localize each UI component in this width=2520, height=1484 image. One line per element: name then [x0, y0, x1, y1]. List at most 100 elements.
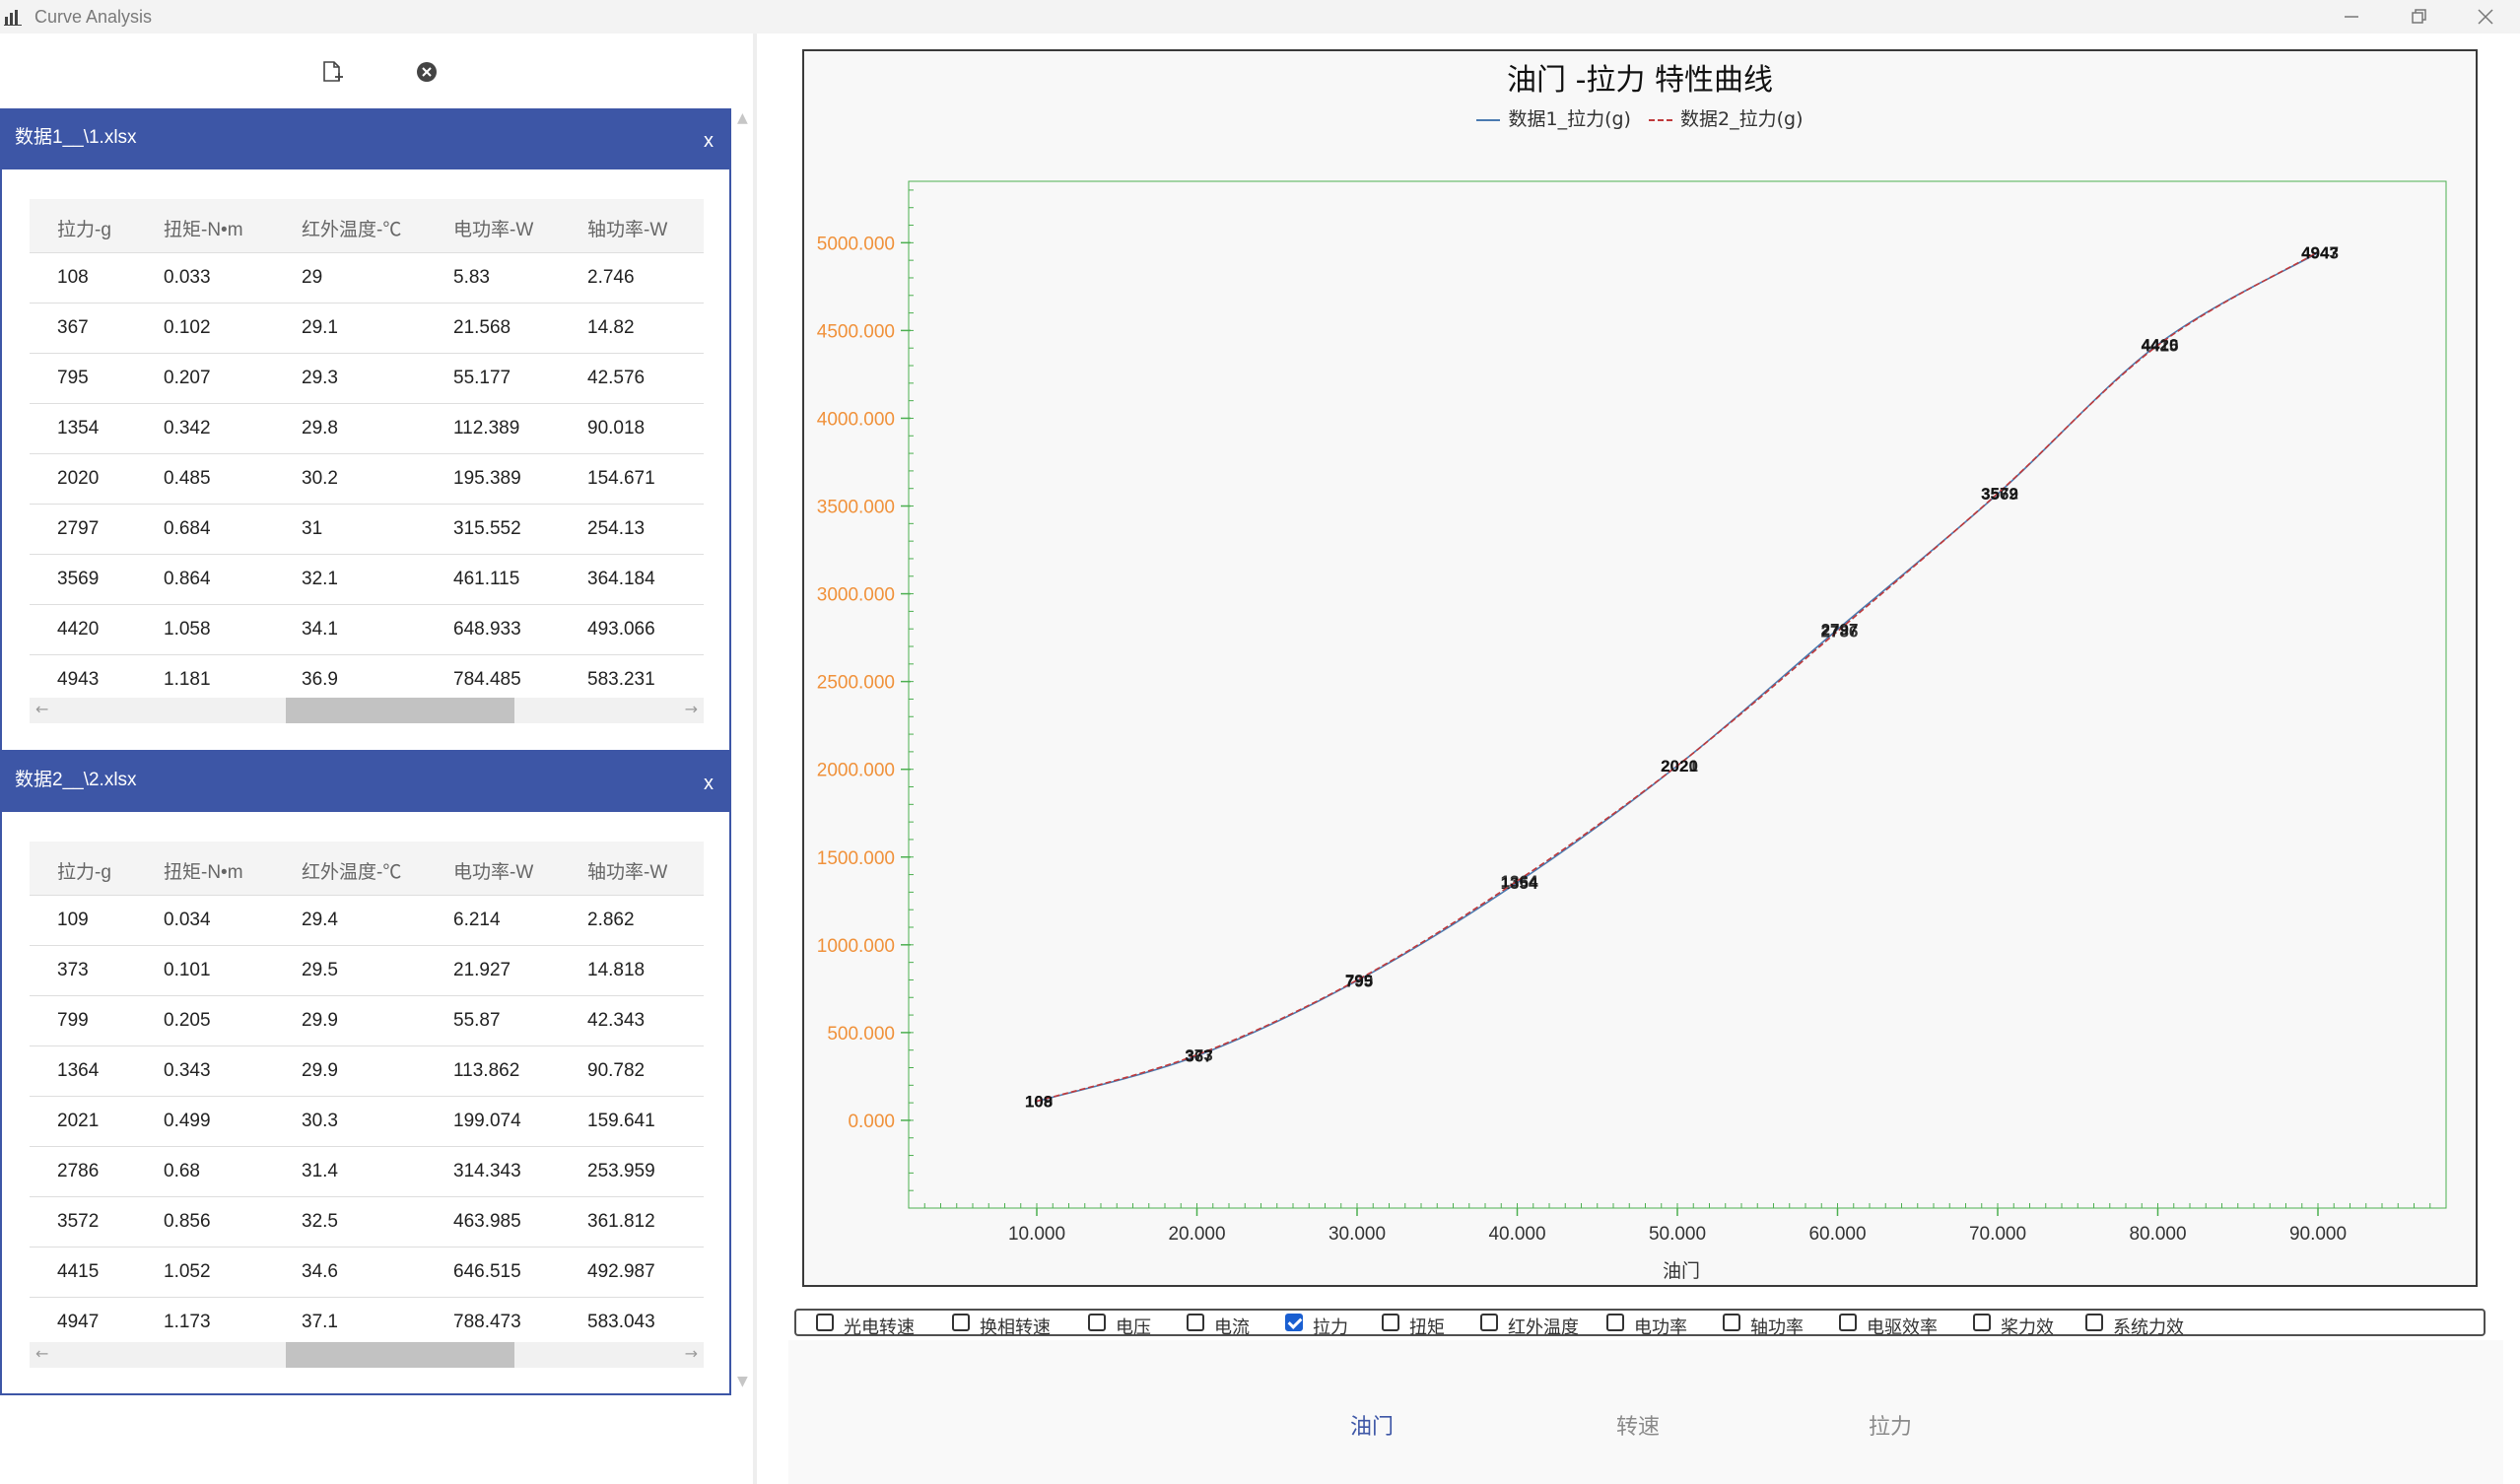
checkbox-label: 光电转速	[844, 1317, 915, 1338]
checkbox-unchecked-icon[interactable]	[1187, 1314, 1204, 1331]
table-row[interactable]: 2797 0.684 31 315.552 254.13	[30, 505, 704, 555]
y-tick-label: 0.000	[848, 1112, 895, 1132]
panel-file-title: 数据1__\1.xlsx	[15, 127, 137, 148]
table-row[interactable]: 795 0.207 29.3 55.177 42.576	[30, 354, 704, 404]
y-tick-label: 2500.000	[817, 673, 895, 694]
restore-button[interactable]	[2385, 0, 2452, 34]
checkbox-unchecked-icon[interactable]	[1973, 1314, 1991, 1331]
column-header[interactable]: 扭矩-N•m	[164, 862, 243, 883]
table-cell: 254.13	[587, 518, 646, 539]
table-row[interactable]: 109 0.034 29.4 6.214 2.862	[30, 896, 704, 946]
close-window-button[interactable]	[2452, 0, 2519, 34]
table-cell: 0.343	[164, 1060, 211, 1081]
table-row[interactable]: 3569 0.864 32.1 461.115 364.184	[30, 555, 704, 605]
scroll-down-arrow[interactable]: ▼	[737, 1374, 748, 1389]
axis-tab-bar: 油门 转速 拉力	[788, 1340, 2503, 1484]
table-row[interactable]: 2021 0.499 30.3 199.074 159.641	[30, 1097, 704, 1147]
table-cell: 373	[57, 960, 89, 980]
table-cell: 795	[57, 368, 89, 388]
table-cell: 4947	[57, 1312, 100, 1332]
column-header[interactable]: 拉力-g	[57, 220, 111, 240]
panel-close-button[interactable]: x	[704, 773, 714, 794]
scrollbar-thumb[interactable]	[286, 1342, 514, 1368]
table-cell: 315.552	[453, 518, 521, 539]
column-header[interactable]: 电功率-W	[453, 862, 534, 883]
close-circle-icon[interactable]	[414, 59, 440, 85]
table-cell: 2786	[57, 1161, 100, 1181]
checkbox-unchecked-icon[interactable]	[816, 1314, 834, 1331]
table-row[interactable]: 799 0.205 29.9 55.87 42.343	[30, 996, 704, 1046]
panel-close-button[interactable]: x	[704, 130, 714, 152]
table-cell: 784.485	[453, 669, 521, 690]
checkbox-label: 电驱效率	[1867, 1317, 1938, 1338]
tab-thrust[interactable]: 拉力	[1869, 1415, 1913, 1440]
table-row[interactable]: 2020 0.485 30.2 195.389 154.671	[30, 454, 704, 505]
scroll-right-arrow[interactable]: →	[684, 700, 698, 718]
table-row[interactable]: 373 0.101 29.5 21.927 14.818	[30, 946, 704, 996]
table-row[interactable]: 3572 0.856 32.5 463.985 361.812	[30, 1197, 704, 1248]
checkbox-unchecked-icon[interactable]	[1480, 1314, 1498, 1331]
x-tick-label: 90.000	[2289, 1224, 2347, 1245]
checkbox-unchecked-icon[interactable]	[1606, 1314, 1624, 1331]
table-cell: 648.933	[453, 619, 521, 640]
column-header[interactable]: 轴功率-W	[587, 862, 668, 883]
table-row[interactable]: 4420 1.058 34.1 648.933 493.066	[30, 605, 704, 655]
table-cell: 31	[302, 518, 323, 539]
horizontal-scrollbar[interactable]: ← →	[30, 698, 704, 723]
scroll-up-arrow[interactable]: ▲	[737, 110, 748, 126]
checkbox-label: 系统力效	[2113, 1317, 2184, 1338]
series-line-2	[1036, 251, 2319, 1103]
restore-icon	[2412, 9, 2426, 24]
title-bar: Curve Analysis	[0, 0, 2520, 34]
table-row[interactable]: 1364 0.343 29.9 113.862 90.782	[30, 1046, 704, 1097]
window-title: Curve Analysis	[34, 7, 153, 27]
y-tick-label: 3000.000	[817, 585, 895, 606]
y-tick-label: 5000.000	[817, 234, 895, 254]
horizontal-scrollbar[interactable]: ← →	[30, 1342, 704, 1368]
column-header[interactable]: 轴功率-W	[587, 220, 668, 240]
table-row[interactable]: 1354 0.342 29.8 112.389 90.018	[30, 404, 704, 454]
data-label: 4415	[2142, 337, 2179, 356]
checkbox-unchecked-icon[interactable]	[952, 1314, 970, 1331]
tab-throttle[interactable]: 油门	[1350, 1415, 1395, 1440]
table-row[interactable]: 4947 1.173 37.1 788.473 583.043	[30, 1298, 704, 1348]
add-file-icon[interactable]	[319, 59, 345, 85]
table-cell: 1364	[57, 1060, 100, 1081]
scroll-left-arrow[interactable]: ←	[35, 700, 49, 718]
table-cell: 0.856	[164, 1211, 211, 1232]
column-header[interactable]: 扭矩-N•m	[164, 220, 243, 240]
chart-frame: 油门 -拉力 特性曲线 数据1_拉力(g) 数据2_拉力(g) 0.000 500…	[802, 49, 2478, 1287]
x-axis-label: 油门	[1663, 1260, 1700, 1282]
column-header[interactable]: 红外温度-℃	[302, 862, 402, 883]
checkbox-unchecked-icon[interactable]	[2085, 1314, 2103, 1331]
column-header[interactable]: 红外温度-℃	[302, 220, 402, 240]
column-header[interactable]: 电功率-W	[453, 220, 534, 240]
data-label: 795	[1345, 972, 1373, 990]
table-row[interactable]: 367 0.102 29.1 21.568 14.82	[30, 304, 704, 354]
tab-speed[interactable]: 转速	[1616, 1415, 1661, 1440]
data-label: 108	[1025, 1093, 1053, 1112]
checkbox-unchecked-icon[interactable]	[1088, 1314, 1106, 1331]
data-label: 109	[1025, 1093, 1053, 1112]
table-row[interactable]: 2786 0.68 31.4 314.343 253.959	[30, 1147, 704, 1197]
table-row[interactable]: 4415 1.052 34.6 646.515 492.987	[30, 1248, 704, 1298]
pane-splitter[interactable]	[753, 34, 757, 1484]
table-cell: 2020	[57, 468, 100, 489]
table-cell: 0.033	[164, 267, 211, 288]
table-cell: 55.177	[453, 368, 511, 388]
scrollbar-thumb[interactable]	[286, 698, 514, 723]
checkbox-unchecked-icon[interactable]	[1723, 1314, 1740, 1331]
table-cell: 6.214	[453, 910, 501, 930]
scroll-left-arrow[interactable]: ←	[35, 1344, 49, 1363]
scroll-right-arrow[interactable]: →	[684, 1344, 698, 1363]
minimize-button[interactable]	[2318, 0, 2385, 34]
panel-header: 数据1__\1.xlsx x	[2, 110, 729, 169]
checkbox-unchecked-icon[interactable]	[1382, 1314, 1399, 1331]
column-header[interactable]: 拉力-g	[57, 862, 111, 883]
checkbox-unchecked-icon[interactable]	[1839, 1314, 1857, 1331]
checkbox-label: 换相转速	[980, 1317, 1051, 1338]
checkbox-checked-icon[interactable]	[1285, 1314, 1303, 1331]
table-row[interactable]: 108 0.033 29 5.83 2.746	[30, 253, 704, 304]
table-cell: 1.173	[164, 1312, 211, 1332]
table-cell: 799	[57, 1010, 89, 1031]
